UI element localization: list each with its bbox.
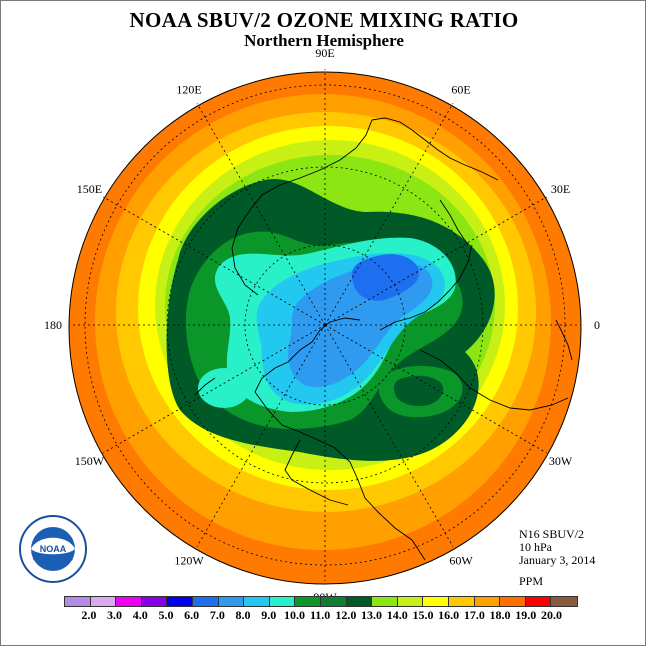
longitude-label: 150W [75,454,105,468]
colorbar-swatch [500,597,526,606]
satellite-label: N16 SBUV/2 [519,527,585,541]
colorbar-swatch [167,597,193,606]
longitude-label: 0 [594,318,600,332]
colorbar-tick-label: 15.0 [412,608,434,622]
colorbar-tick-label: 14.0 [386,608,408,622]
colorbar [64,596,578,607]
colorbar-swatch [397,597,424,606]
longitude-label: 30E [551,182,570,196]
colorbar-swatch [448,597,475,606]
colorbar-swatch [218,597,245,606]
contour-blue-core [351,254,420,301]
chart-title: NOAA SBUV/2 OZONE MIXING RATIO [129,8,519,32]
noaa-logo: NOAA [19,515,87,583]
colorbar-swatch [346,597,373,606]
colorbar-swatch [423,597,449,606]
coastlines [194,117,573,561]
longitude-label: 120E [176,82,201,96]
contour-cyan-island [198,368,250,408]
chart-subtitle: Northern Hemisphere [244,31,404,50]
colorbar-tick-label: 4.0 [132,608,148,622]
colorbar-swatch [65,597,91,606]
colorbar-tick-label: 19.0 [515,608,537,622]
colorbar-ticks: 2.0 3.0 4.0 5.0 6.0 7.0 8.0 9.0 10.0 11.0 12.0 13.0… [0,608,648,624]
map-boundary [68,71,582,585]
colorbar-tick-label: 20.0 [540,608,562,622]
colorbar-swatch [474,597,501,606]
colorbar-tick-label: 5.0 [158,608,174,622]
colorbar-tick-label: 2.0 [81,608,97,622]
colorbar-tick-label: 18.0 [489,608,511,622]
colorbar-swatch [525,597,552,606]
units-label: PPM [519,574,544,588]
colorbar-tick-label: 10.0 [283,608,305,622]
colorbar-swatch [192,597,219,606]
logo-text: NOAA [40,544,67,554]
longitude-label: 60W [449,554,473,568]
longitude-label: 180 [44,318,62,332]
colorbar-tick-label: 7.0 [209,608,225,622]
colorbar-tick-label: 16.0 [438,608,460,622]
colorbar-swatch [90,597,117,606]
colorbar-swatch [269,597,296,606]
longitude-label: 150E [77,182,102,196]
longitude-label: 120W [174,554,204,568]
colorbar-tick-label: 11.0 [309,608,331,622]
longitude-label: 30W [549,454,573,468]
colorbar-tick-label: 6.0 [184,608,200,622]
colorbar-tick-label: 17.0 [463,608,485,622]
colorbar-swatch [551,597,577,606]
longitude-labels: 90E60E30E030W60W90W120W150W180150E120E [44,46,600,604]
colorbar-swatch [295,597,321,606]
date-label: January 3, 2014 [519,553,596,567]
colorbar-tick-label: 3.0 [107,608,123,622]
contour-dark-pocket [393,375,444,406]
pressure-level-label: 10 hPa [519,540,552,554]
colorbar-swatch [116,597,142,606]
colorbar-swatch [320,597,347,606]
colorbar-tick-label: 9.0 [261,608,277,622]
colorbar-tick-label: 12.0 [335,608,357,622]
colorbar-tick-label: 8.0 [235,608,251,622]
longitude-label: 60E [451,82,470,96]
colorbar-tick-label: 13.0 [361,608,383,622]
colorbar-swatch [141,597,168,606]
colorbar-swatch [244,597,270,606]
colorbar-swatch [372,597,398,606]
longitude-label: 90E [315,46,334,60]
